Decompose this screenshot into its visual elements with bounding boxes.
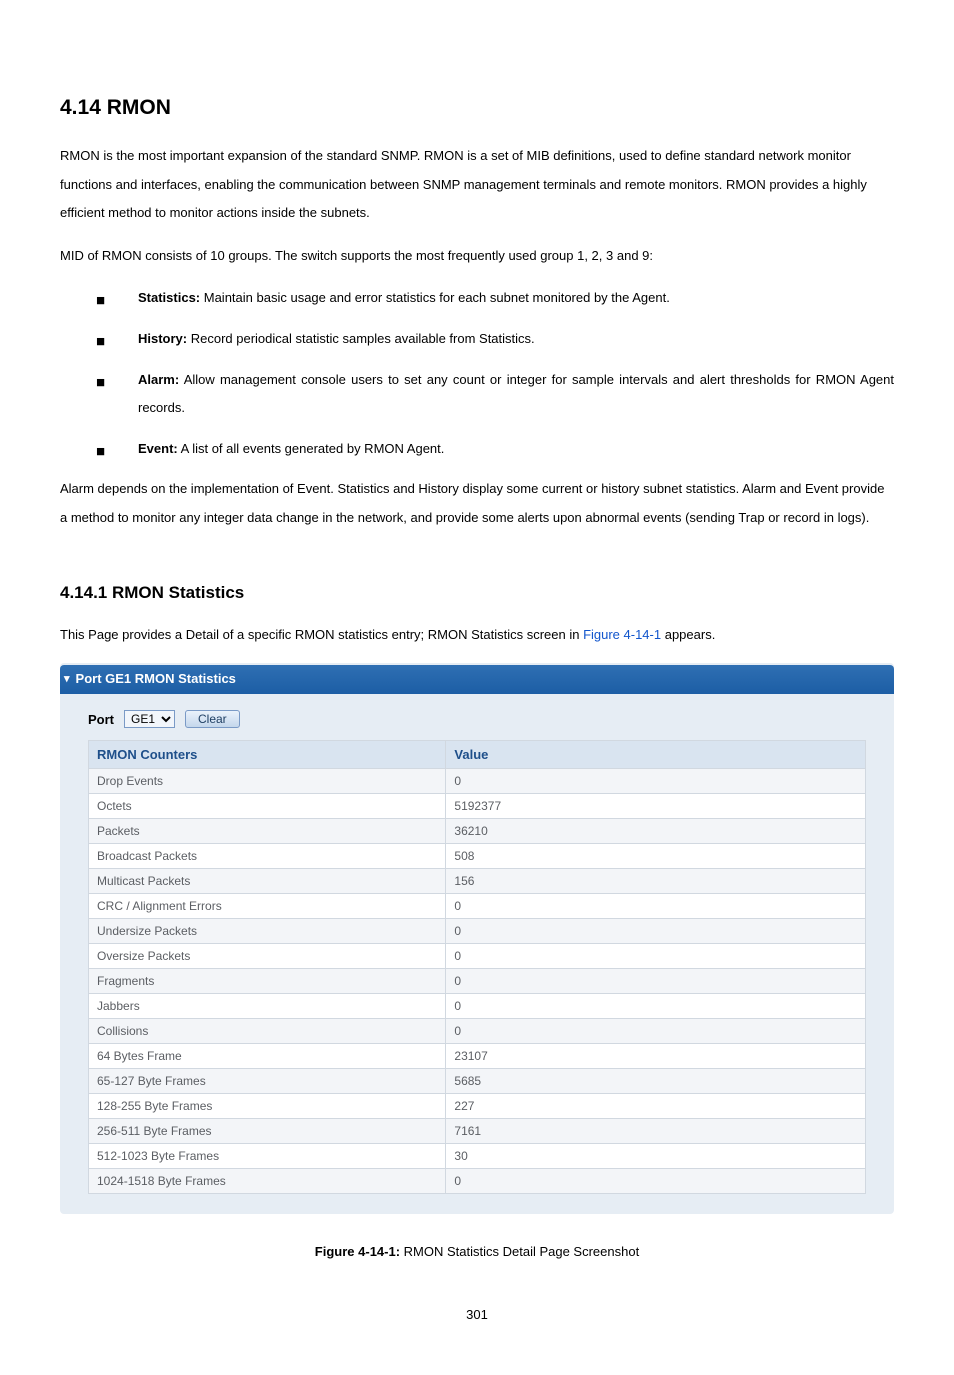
figure-caption-bold: Figure 4-14-1:: [315, 1244, 400, 1259]
counter-name: 64 Bytes Frame: [89, 1044, 446, 1069]
rmon-panel: Port GE1 RMON Statistics Port GE1 Clear …: [60, 663, 894, 1214]
rmon-table: RMON Counters Value Drop Events0Octets51…: [88, 740, 866, 1194]
page-number: 301: [60, 1307, 894, 1322]
counter-name: 128-255 Byte Frames: [89, 1094, 446, 1119]
table-row: Oversize Packets0: [89, 944, 866, 969]
sub-intro-pre: This Page provides a Detail of a specifi…: [60, 627, 583, 642]
counter-value: 0: [446, 944, 866, 969]
list-item: Statistics: Maintain basic usage and err…: [96, 284, 894, 313]
counter-value: 5685: [446, 1069, 866, 1094]
counter-name: 1024-1518 Byte Frames: [89, 1169, 446, 1194]
counter-value: 30: [446, 1144, 866, 1169]
bullet-text: Allow management console users to set an…: [138, 372, 894, 416]
counter-value: 0: [446, 919, 866, 944]
table-row: Broadcast Packets508: [89, 844, 866, 869]
counter-name: Undersize Packets: [89, 919, 446, 944]
panel-titlebar[interactable]: Port GE1 RMON Statistics: [60, 665, 894, 694]
bullet-text: Maintain basic usage and error statistic…: [200, 290, 670, 305]
table-row: 1024-1518 Byte Frames0: [89, 1169, 866, 1194]
counter-value: 508: [446, 844, 866, 869]
table-row: 512-1023 Byte Frames30: [89, 1144, 866, 1169]
counter-name: Broadcast Packets: [89, 844, 446, 869]
list-item: Event: A list of all events generated by…: [96, 435, 894, 464]
bullet-label: Statistics:: [138, 290, 200, 305]
counter-name: Collisions: [89, 1019, 446, 1044]
clear-button[interactable]: Clear: [185, 710, 240, 728]
table-row: Octets5192377: [89, 794, 866, 819]
bullet-label: Event:: [138, 441, 178, 456]
table-row: Jabbers0: [89, 994, 866, 1019]
controls-row: Port GE1 Clear: [88, 710, 880, 728]
counter-value: 227: [446, 1094, 866, 1119]
counter-value: 0: [446, 894, 866, 919]
counter-name: Octets: [89, 794, 446, 819]
counter-value: 156: [446, 869, 866, 894]
sub-intro: This Page provides a Detail of a specifi…: [60, 621, 894, 650]
counter-name: Fragments: [89, 969, 446, 994]
table-row: Multicast Packets156: [89, 869, 866, 894]
table-row: 256-511 Byte Frames7161: [89, 1119, 866, 1144]
table-row: Collisions0: [89, 1019, 866, 1044]
port-select[interactable]: GE1: [124, 710, 175, 728]
counter-value: 0: [446, 969, 866, 994]
bullet-text: A list of all events generated by RMON A…: [178, 441, 445, 456]
table-row: Fragments0: [89, 969, 866, 994]
counter-value: 0: [446, 1019, 866, 1044]
subsection-heading: 4.14.1 RMON Statistics: [60, 583, 894, 603]
col-header-counters: RMON Counters: [89, 741, 446, 769]
counter-name: Oversize Packets: [89, 944, 446, 969]
counter-name: 512-1023 Byte Frames: [89, 1144, 446, 1169]
table-row: 65-127 Byte Frames5685: [89, 1069, 866, 1094]
figure-caption-rest: RMON Statistics Detail Page Screenshot: [400, 1244, 639, 1259]
counter-name: 256-511 Byte Frames: [89, 1119, 446, 1144]
table-row: 128-255 Byte Frames227: [89, 1094, 866, 1119]
counter-value: 0: [446, 1169, 866, 1194]
bullet-label: History:: [138, 331, 187, 346]
counter-name: Multicast Packets: [89, 869, 446, 894]
table-row: Packets36210: [89, 819, 866, 844]
counter-name: Packets: [89, 819, 446, 844]
intro-paragraph-2: MID of RMON consists of 10 groups. The s…: [60, 242, 894, 271]
figure-caption: Figure 4-14-1: RMON Statistics Detail Pa…: [60, 1244, 894, 1259]
counter-value: 7161: [446, 1119, 866, 1144]
counter-name: Jabbers: [89, 994, 446, 1019]
section-heading: 4.14 RMON: [60, 96, 894, 120]
sub-intro-post: appears.: [661, 627, 715, 642]
table-row: Drop Events0: [89, 769, 866, 794]
list-item: Alarm: Allow management console users to…: [96, 366, 894, 423]
port-label: Port: [88, 712, 114, 727]
counter-value: 0: [446, 994, 866, 1019]
table-row: Undersize Packets0: [89, 919, 866, 944]
counter-name: Drop Events: [89, 769, 446, 794]
after-bullets-paragraph: Alarm depends on the implementation of E…: [60, 475, 894, 532]
bullet-text: Record periodical statistic samples avai…: [187, 331, 535, 346]
counter-value: 0: [446, 769, 866, 794]
bullet-label: Alarm:: [138, 372, 179, 387]
table-row: 64 Bytes Frame23107: [89, 1044, 866, 1069]
col-header-value: Value: [446, 741, 866, 769]
counter-name: 65-127 Byte Frames: [89, 1069, 446, 1094]
list-item: History: Record periodical statistic sam…: [96, 325, 894, 354]
table-header-row: RMON Counters Value: [89, 741, 866, 769]
counter-name: CRC / Alignment Errors: [89, 894, 446, 919]
table-row: CRC / Alignment Errors0: [89, 894, 866, 919]
bullet-list: Statistics: Maintain basic usage and err…: [96, 284, 894, 463]
counter-value: 5192377: [446, 794, 866, 819]
intro-paragraph-1: RMON is the most important expansion of …: [60, 142, 894, 228]
figure-link[interactable]: Figure 4-14-1: [583, 627, 661, 642]
counter-value: 36210: [446, 819, 866, 844]
counter-value: 23107: [446, 1044, 866, 1069]
